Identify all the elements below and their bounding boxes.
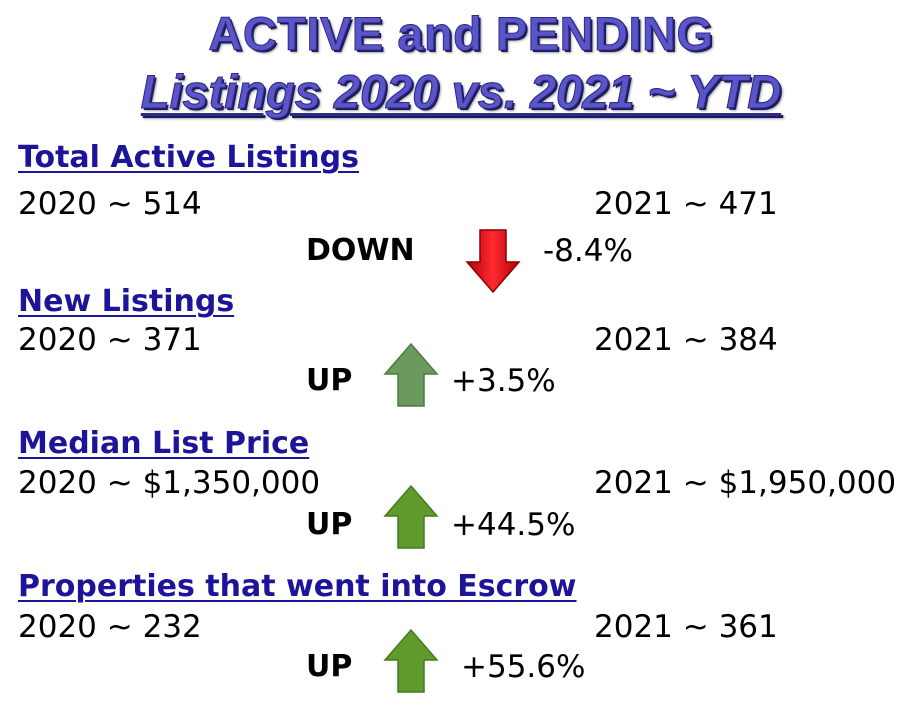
value-2021-new-listings: 2021 ~ 384 bbox=[594, 322, 778, 358]
title-line-1: ACTIVE and PENDING bbox=[208, 7, 714, 61]
section-heading-median-price: Median List Price bbox=[18, 426, 310, 461]
value-2021-median-price: 2021 ~ $1,950,000 bbox=[594, 465, 897, 501]
up-arrow-icon bbox=[383, 484, 439, 549]
up-arrow-icon bbox=[383, 342, 439, 407]
title-line-2: Listings 2020 vs. 2021 ~ YTD bbox=[140, 65, 782, 119]
change-median-price: +44.5% bbox=[451, 507, 576, 543]
value-2021-total-active: 2021 ~ 471 bbox=[594, 186, 778, 222]
section-heading-total-active: Total Active Listings bbox=[18, 140, 359, 175]
change-new-listings: +3.5% bbox=[451, 363, 556, 399]
value-2020-escrow: 2020 ~ 232 bbox=[18, 609, 202, 645]
direction-label-new-listings: UP bbox=[306, 363, 353, 398]
value-2020-new-listings: 2020 ~ 371 bbox=[18, 322, 202, 358]
direction-label-median-price: UP bbox=[306, 507, 353, 542]
section-heading-escrow: Properties that went into Escrow bbox=[18, 569, 577, 604]
change-total-active: -8.4% bbox=[543, 233, 633, 269]
section-heading-new-listings: New Listings bbox=[18, 284, 235, 319]
direction-label-escrow: UP bbox=[306, 649, 353, 684]
value-2021-escrow: 2021 ~ 361 bbox=[594, 609, 778, 645]
direction-label-total-active: DOWN bbox=[306, 233, 415, 268]
up-arrow-icon bbox=[383, 628, 439, 693]
down-arrow-icon bbox=[465, 229, 521, 294]
change-escrow: +55.6% bbox=[461, 649, 586, 685]
value-2020-median-price: 2020 ~ $1,350,000 bbox=[18, 465, 321, 501]
value-2020-total-active: 2020 ~ 514 bbox=[18, 186, 202, 222]
